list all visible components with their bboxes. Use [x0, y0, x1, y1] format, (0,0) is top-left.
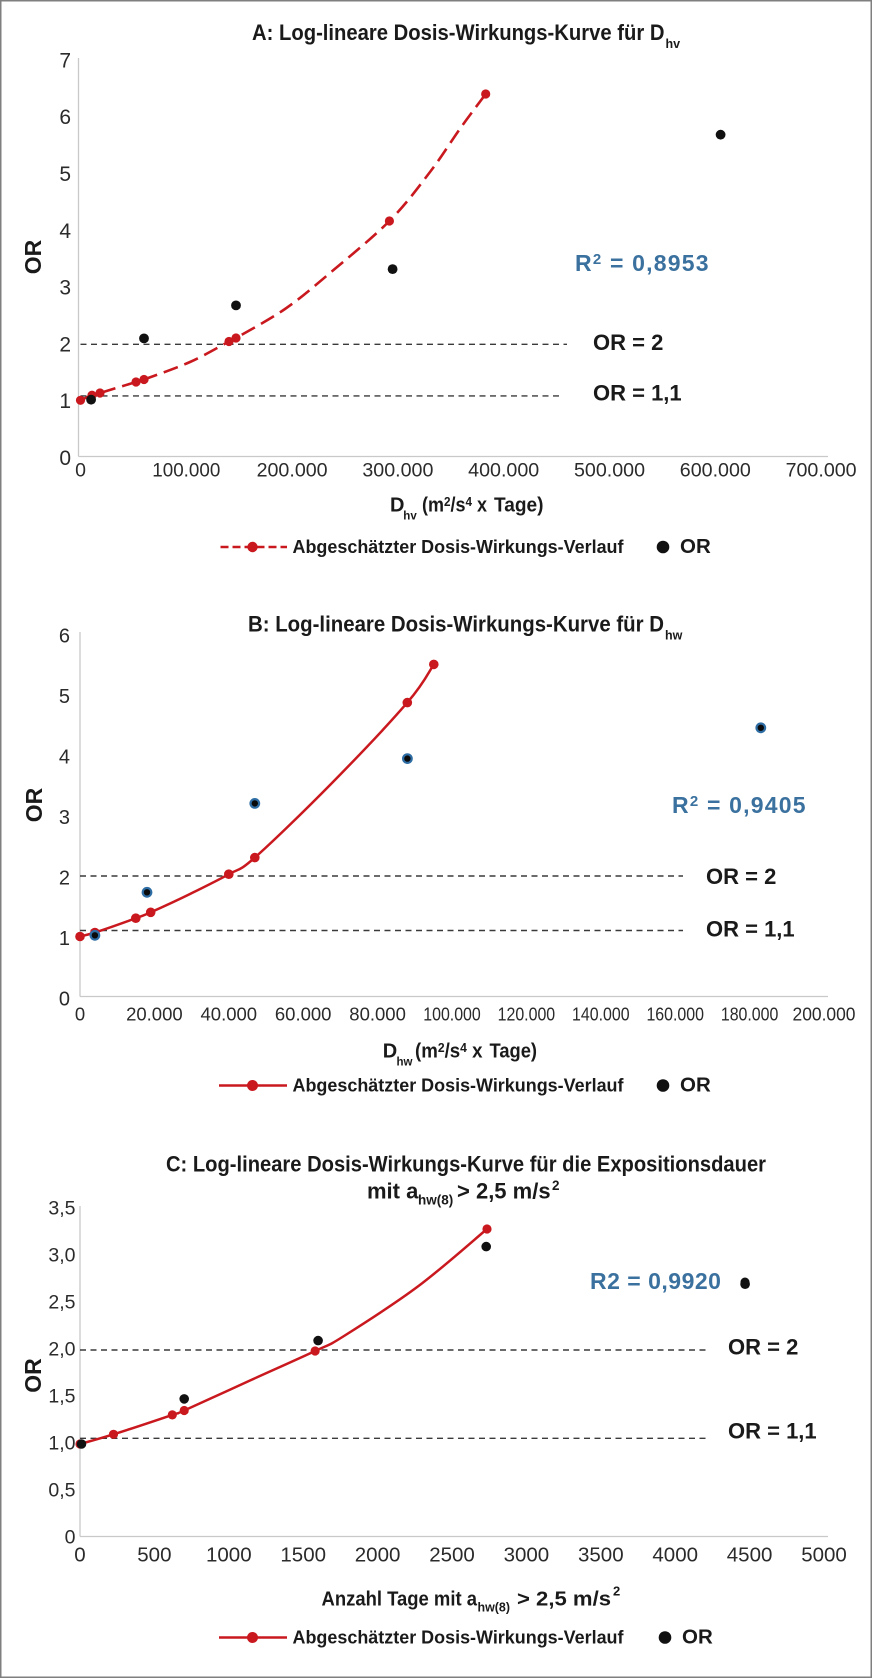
svg-text:R2 = 0,9920: R2 = 0,9920: [590, 1268, 721, 1294]
svg-text:120.000: 120.000: [498, 1004, 556, 1025]
svg-text:6: 6: [59, 626, 70, 648]
svg-text:0: 0: [59, 989, 70, 1011]
svg-text:7: 7: [59, 49, 71, 72]
svg-text:hw: hw: [397, 1057, 413, 1069]
svg-text:2000: 2000: [355, 1544, 401, 1567]
svg-text:140.000: 140.000: [572, 1004, 630, 1025]
svg-text:OR = 2: OR = 2: [706, 864, 776, 889]
svg-text:0: 0: [75, 1004, 85, 1025]
svg-text:100.000: 100.000: [152, 460, 220, 482]
svg-text:OR: OR: [680, 1074, 711, 1097]
svg-text:Anzahl Tage mit a: Anzahl Tage mit a: [322, 1589, 478, 1611]
svg-text:4: 4: [59, 747, 70, 769]
svg-text:60.000: 60.000: [275, 1004, 332, 1025]
svg-text:3,0: 3,0: [48, 1245, 75, 1267]
svg-text:hw(8): hw(8): [418, 1193, 453, 1208]
svg-text:OR: OR: [20, 1358, 46, 1393]
svg-text:100.000: 100.000: [423, 1004, 481, 1025]
svg-text:0: 0: [59, 447, 71, 470]
svg-text:0: 0: [75, 460, 86, 482]
svg-text:1,0: 1,0: [48, 1433, 75, 1455]
svg-text:Abgeschätzter Dosis-Wirkungs-V: Abgeschätzter Dosis-Wirkungs-Verlauf: [293, 1628, 625, 1648]
svg-text:0: 0: [74, 1544, 85, 1567]
svg-text:2: 2: [59, 333, 71, 356]
svg-text:B: Log-lineare Dosis-Wirkungs-: B: Log-lineare Dosis-Wirkungs-Kurve für …: [248, 612, 664, 637]
svg-text:500.000: 500.000: [574, 460, 645, 482]
svg-text:OR = 1,1: OR = 1,1: [593, 381, 682, 406]
svg-text:> 2,5 m/s: > 2,5 m/s: [517, 1589, 611, 1611]
svg-text:OR = 1,1: OR = 1,1: [728, 1419, 817, 1444]
svg-text:160.000: 160.000: [646, 1004, 704, 1025]
svg-text:80.000: 80.000: [349, 1004, 406, 1025]
svg-text:5: 5: [59, 163, 71, 186]
svg-text:Abgeschätzter Dosis-Wirkungs-V: Abgeschätzter Dosis-Wirkungs-Verlauf: [293, 537, 625, 557]
svg-text:1500: 1500: [280, 1544, 326, 1567]
svg-text:700.000: 700.000: [786, 460, 857, 482]
svg-text:1000: 1000: [206, 1544, 252, 1567]
svg-text:OR = 1,1: OR = 1,1: [706, 917, 795, 942]
svg-text:> 2,5 m/s: > 2,5 m/s: [457, 1179, 551, 1204]
svg-text:OR: OR: [682, 1626, 713, 1649]
svg-text:(m2/s4 x: (m2/s4 x: [415, 1040, 483, 1063]
svg-text:20.000: 20.000: [126, 1004, 183, 1025]
svg-text:2500: 2500: [429, 1544, 475, 1567]
svg-text:200.000: 200.000: [257, 460, 328, 482]
svg-text:(m2/s4 x: (m2/s4 x: [422, 494, 487, 517]
svg-text:400.000: 400.000: [468, 460, 539, 482]
svg-text:hw(8): hw(8): [478, 1600, 511, 1615]
svg-text:40.000: 40.000: [201, 1004, 258, 1025]
svg-text:hv: hv: [666, 37, 681, 51]
svg-text:4: 4: [59, 220, 71, 243]
svg-text:5: 5: [59, 686, 70, 708]
svg-text:180.000: 180.000: [721, 1004, 779, 1025]
svg-text:Tage): Tage): [490, 1041, 538, 1063]
svg-text:600.000: 600.000: [680, 460, 751, 482]
svg-text:200.000: 200.000: [793, 1004, 856, 1025]
svg-text:OR: OR: [680, 535, 711, 558]
svg-text:2: 2: [552, 1178, 560, 1193]
svg-text:D: D: [383, 1041, 397, 1063]
svg-text:R2 = 0,9405: R2 = 0,9405: [672, 792, 807, 818]
svg-text:4000: 4000: [652, 1544, 698, 1567]
svg-text:C: Log-lineare Dosis-Wirkungs-: C: Log-lineare Dosis-Wirkungs-Kurve für …: [166, 1152, 766, 1177]
svg-text:3: 3: [59, 807, 70, 829]
svg-text:5000: 5000: [801, 1544, 847, 1567]
svg-text:A: Log-lineare Dosis-Wirkungs-: A: Log-lineare Dosis-Wirkungs-Kurve für …: [252, 20, 665, 45]
svg-text:300.000: 300.000: [362, 460, 433, 482]
svg-text:1: 1: [59, 390, 71, 413]
svg-text:500: 500: [137, 1544, 171, 1567]
svg-text:6: 6: [59, 106, 71, 129]
svg-text:OR = 2: OR = 2: [728, 1335, 798, 1360]
svg-text:3: 3: [59, 277, 71, 300]
svg-text:2,0: 2,0: [48, 1339, 75, 1361]
svg-text:OR = 2: OR = 2: [593, 330, 663, 355]
svg-text:hw: hw: [665, 629, 683, 643]
svg-text:1,5: 1,5: [48, 1386, 75, 1408]
svg-text:3,5: 3,5: [48, 1198, 75, 1220]
svg-text:3000: 3000: [504, 1544, 550, 1567]
svg-text:OR: OR: [21, 787, 47, 822]
svg-text:2: 2: [59, 868, 70, 890]
svg-text:mit a: mit a: [367, 1179, 419, 1204]
svg-text:1: 1: [59, 928, 70, 950]
svg-text:0: 0: [65, 1527, 76, 1549]
svg-text:R2 = 0,8953: R2 = 0,8953: [575, 250, 710, 276]
svg-text:2: 2: [613, 1584, 620, 1599]
svg-text:0,5: 0,5: [48, 1480, 75, 1502]
svg-text:hv: hv: [403, 511, 417, 523]
svg-text:D: D: [390, 495, 404, 517]
svg-text:3500: 3500: [578, 1544, 624, 1567]
svg-text:4500: 4500: [727, 1544, 773, 1567]
svg-text:Abgeschätzter Dosis-Wirkungs-V: Abgeschätzter Dosis-Wirkungs-Verlauf: [293, 1076, 625, 1096]
svg-text:2,5: 2,5: [48, 1292, 75, 1314]
svg-text:Tage): Tage): [494, 495, 544, 517]
svg-text:OR: OR: [20, 239, 46, 274]
